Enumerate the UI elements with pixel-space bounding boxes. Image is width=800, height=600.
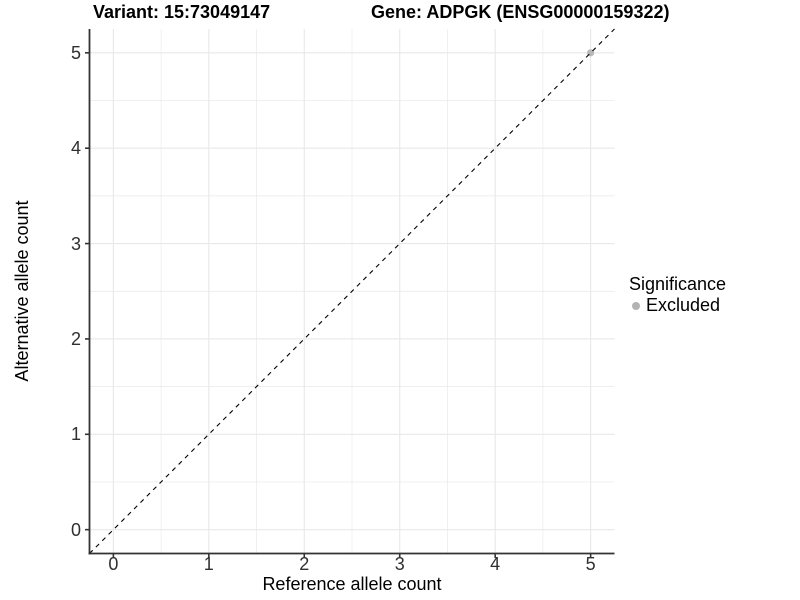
x-tick-label: 0 <box>108 554 119 574</box>
x-tick-label: 1 <box>203 554 214 574</box>
legend-point-icon <box>632 301 640 310</box>
x-axis-label: Reference allele count <box>262 574 442 594</box>
legend-label: Excluded <box>646 295 721 315</box>
x-tick-label: 4 <box>490 554 501 574</box>
y-axis-label: Alternative allele count <box>12 200 32 382</box>
legend-item: Excluded <box>629 295 726 316</box>
legend: Significance Excluded <box>629 274 726 316</box>
x-tick-label: 3 <box>394 554 405 574</box>
x-tick-label: 5 <box>585 554 596 574</box>
plot-title-gene: Gene: ADPGK (ENSG00000159322) <box>371 2 670 22</box>
y-tick-label: 2 <box>70 328 81 349</box>
y-tick-label: 3 <box>70 233 81 254</box>
x-tick-label: 2 <box>299 554 310 574</box>
y-tick-label: 4 <box>70 138 81 159</box>
y-tick-label: 0 <box>70 519 81 540</box>
y-tick-label: 5 <box>70 42 81 63</box>
legend-title: Significance <box>629 274 727 294</box>
plot-title-variant: Variant: 15:73049147 <box>93 2 271 22</box>
identity-line <box>89 28 615 554</box>
y-tick-label: 1 <box>70 424 81 445</box>
legend-items: Excluded <box>629 295 726 316</box>
